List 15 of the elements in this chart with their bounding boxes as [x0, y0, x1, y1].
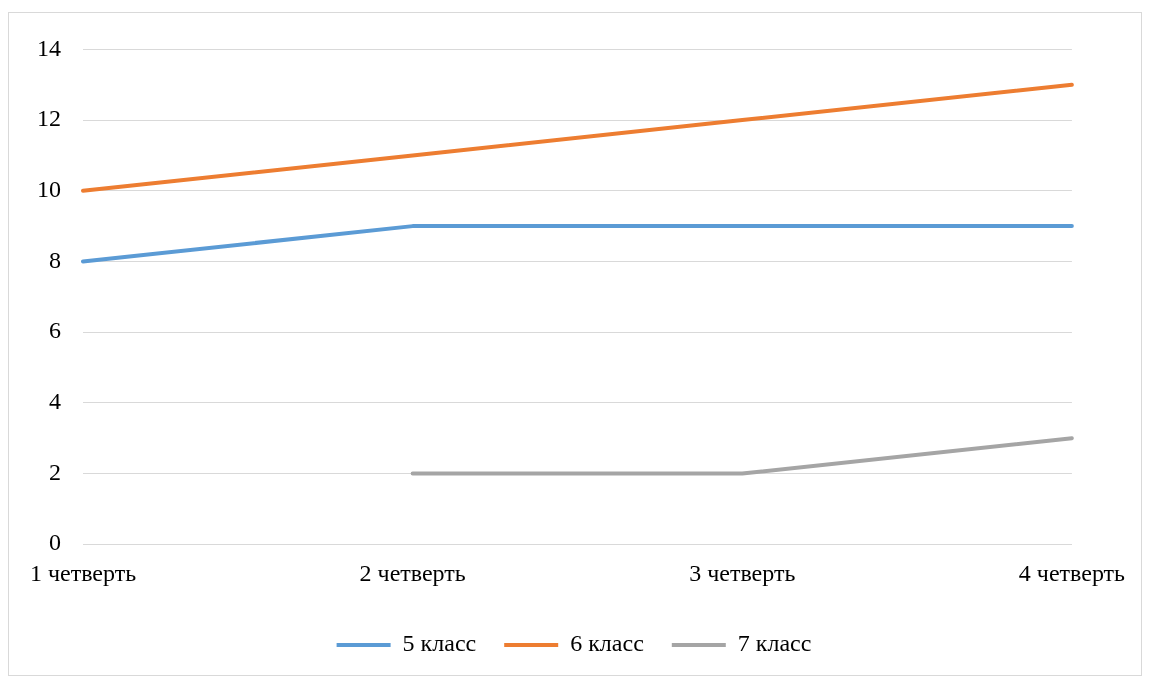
x-tick-label: 3 четверть [689, 559, 796, 586]
y-tick-label: 8 [49, 246, 61, 273]
y-tick-label: 12 [37, 105, 61, 132]
legend-label: 5 класс [402, 630, 477, 657]
y-tick-label: 6 [49, 317, 61, 344]
y-tick-label: 4 [49, 388, 61, 415]
legend-label: 7 класс [737, 630, 812, 657]
x-tick-label: 1 четверть [29, 559, 137, 586]
y-tick-label: 2 [49, 458, 61, 485]
y-tick-label: 14 [37, 34, 61, 61]
legend-label: 6 класс [570, 630, 644, 657]
x-tick-label: 2 четверть [359, 559, 466, 586]
y-tick-label: 10 [37, 176, 61, 203]
x-tick-label: 4 четверть [1018, 559, 1126, 586]
y-tick-label: 0 [49, 529, 61, 556]
